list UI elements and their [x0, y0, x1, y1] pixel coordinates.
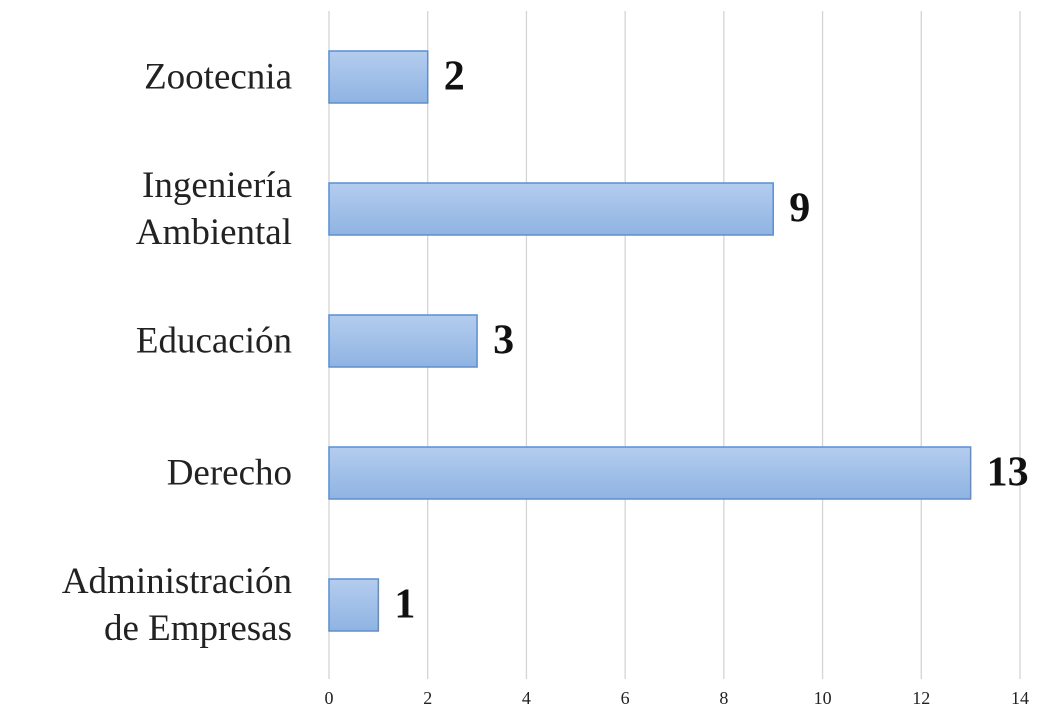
- bar: [328, 50, 429, 104]
- value-label: 9: [789, 186, 810, 232]
- bar: [328, 182, 774, 236]
- x-tick-label: 8: [719, 688, 728, 708]
- x-tick-label: 2: [423, 688, 432, 708]
- x-tick-label: 10: [814, 688, 832, 708]
- value-label: 1: [394, 582, 415, 628]
- x-tick-label: 12: [912, 688, 930, 708]
- value-label: 2: [444, 54, 465, 100]
- x-tick-label: 0: [325, 688, 334, 708]
- bar: [328, 314, 478, 368]
- y-tick-label: Ingeniería Ambiental: [135, 165, 292, 253]
- x-tick-label: 4: [522, 688, 531, 708]
- y-tick-label: Zootecnia: [144, 56, 292, 98]
- value-label: 13: [987, 450, 1029, 496]
- bar: [328, 578, 380, 632]
- y-tick-label: Derecho: [166, 452, 292, 494]
- y-tick-label: Educación: [135, 320, 292, 362]
- value-label: 3: [493, 318, 514, 364]
- y-tick-label: Administración de Empresas: [61, 561, 292, 649]
- bar: [328, 446, 972, 500]
- x-tick-label: 14: [1011, 688, 1029, 708]
- x-tick-label: 6: [621, 688, 630, 708]
